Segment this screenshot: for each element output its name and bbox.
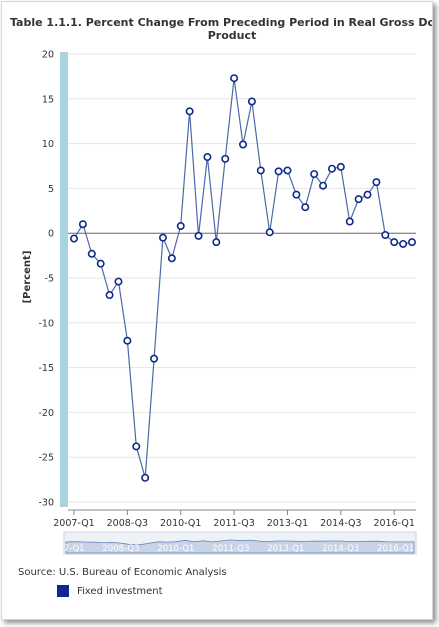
data-point[interactable] — [167, 254, 176, 263]
x-tick-labels: 2007-Q1 2008-Q3 2010-Q1 2011-Q3 2013-Q1 2014-… — [53, 518, 415, 529]
navigator-series-area — [65, 539, 415, 554]
data-point[interactable] — [399, 239, 408, 248]
navigator-label: 2016-Q1 — [377, 544, 414, 554]
data-point[interactable] — [247, 97, 256, 106]
y-gridlines — [68, 53, 416, 503]
y-tick-labels: 20 15 10 5 0 -5 -10 -15 -20 -25 -30 — [38, 50, 54, 509]
y-tick-label: -10 — [38, 318, 54, 329]
y-tick-label: -15 — [38, 363, 54, 374]
chart-title-line-2: Product — [207, 29, 257, 42]
data-point[interactable] — [158, 233, 167, 242]
data-point[interactable] — [221, 154, 230, 163]
legend[interactable]: Fixed investment — [57, 585, 163, 597]
y-tick-label: -30 — [38, 498, 54, 509]
navigator-label: 2013-Q1 — [267, 544, 304, 554]
navigator-labels: 2007-Q1 2008-Q3 2010-Q1 2011-Q3 2013-Q1 2014-… — [47, 544, 414, 554]
data-point[interactable] — [114, 277, 123, 286]
chart-panel: Table 1.1.1. Percent Change From Precedi… — [1, 1, 433, 620]
data-point[interactable] — [345, 217, 354, 226]
data-point[interactable] — [327, 164, 336, 173]
data-point[interactable] — [310, 170, 319, 179]
x-tick-label: 2011-Q3 — [213, 518, 254, 529]
data-point[interactable] — [230, 74, 239, 83]
line-chart: 20 15 10 5 0 -5 -10 -15 -20 -25 -30 [Percent] 2007… — [22, 50, 417, 555]
navigator[interactable]: 2007-Q1 2008-Q3 2010-Q1 2011-Q3 2013-Q1 2014-… — [47, 531, 417, 555]
data-point[interactable] — [185, 107, 194, 116]
legend-swatch — [57, 585, 69, 597]
x-tick-label: 2007-Q1 — [53, 518, 94, 529]
y-tick-label: 5 — [48, 184, 54, 195]
data-point[interactable] — [150, 354, 159, 363]
data-point[interactable] — [203, 153, 212, 162]
data-point[interactable] — [212, 238, 221, 247]
data-point[interactable] — [78, 220, 87, 229]
y-tick-label: -25 — [38, 453, 54, 464]
y-tick-label: 10 — [42, 139, 54, 150]
data-point[interactable] — [274, 167, 283, 176]
data-point[interactable] — [407, 238, 416, 247]
x-tick-label: 2014-Q3 — [320, 518, 361, 529]
data-point[interactable] — [132, 442, 141, 451]
legend-label: Fixed investment — [77, 585, 163, 597]
chart-title: Table 1.1.1. Percent Change From Precedi… — [2, 16, 433, 42]
data-point[interactable] — [354, 195, 363, 204]
data-point[interactable] — [336, 162, 345, 171]
data-point[interactable] — [70, 234, 79, 243]
navigator-label: 2008-Q3 — [102, 544, 139, 554]
x-tick-label: 2013-Q1 — [267, 518, 308, 529]
data-point[interactable] — [105, 291, 114, 300]
y-tick-label: 0 — [48, 229, 54, 240]
data-point[interactable] — [176, 222, 185, 231]
x-tick-marks — [73, 510, 395, 515]
y-tick-label: -5 — [45, 274, 54, 285]
y-tick-label: 15 — [42, 94, 54, 105]
data-point[interactable] — [194, 231, 203, 240]
navigator-label: 2011-Q3 — [212, 544, 249, 554]
data-point[interactable] — [319, 181, 328, 190]
x-tick-label: 2008-Q3 — [107, 518, 148, 529]
data-point[interactable] — [372, 178, 381, 187]
data-point[interactable] — [301, 203, 310, 212]
chart-title-line-1: Table 1.1.1. Percent Change From Precedi… — [9, 16, 433, 29]
y-tick-label: 20 — [42, 50, 54, 61]
source-note: Source: U.S. Bureau of Economic Analysis — [18, 567, 227, 578]
data-point[interactable] — [381, 230, 390, 239]
data-point[interactable] — [256, 166, 265, 175]
data-point[interactable] — [390, 238, 399, 247]
data-points — [70, 74, 416, 482]
navigator-label: 2014-Q3 — [322, 544, 359, 554]
data-point[interactable] — [141, 473, 150, 482]
y-axis-label: [Percent] — [22, 251, 33, 304]
y-tick-label: -20 — [38, 408, 54, 419]
x-tick-label: 2010-Q1 — [160, 518, 201, 529]
data-point[interactable] — [292, 190, 301, 199]
data-point[interactable] — [363, 190, 372, 199]
navigator-label: 2010-Q1 — [157, 544, 194, 554]
y-axis-scrollbar[interactable] — [60, 52, 68, 507]
data-point[interactable] — [87, 249, 96, 258]
navigator-label: 2007-Q1 — [47, 544, 84, 554]
data-point[interactable] — [96, 259, 105, 268]
data-point[interactable] — [265, 228, 274, 237]
x-tick-label: 2016-Q1 — [373, 518, 414, 529]
data-point[interactable] — [239, 140, 248, 149]
data-point[interactable] — [283, 166, 292, 175]
data-point[interactable] — [123, 336, 132, 345]
